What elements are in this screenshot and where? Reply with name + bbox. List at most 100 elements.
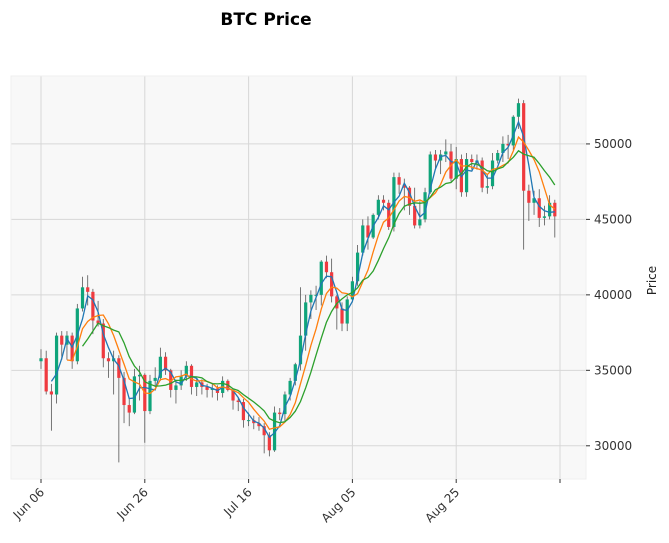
- candle-down: [402, 184, 406, 188]
- moving-average-line: [50, 119, 555, 439]
- candle-down: [340, 308, 344, 324]
- candle-down: [522, 103, 526, 191]
- candle-up: [210, 388, 214, 390]
- candle-up: [304, 302, 308, 336]
- candle-down: [49, 391, 53, 395]
- candle-up: [80, 287, 85, 309]
- candle-up: [148, 380, 152, 412]
- candle-up: [532, 198, 536, 203]
- candle-up: [54, 335, 59, 395]
- candle-down: [480, 160, 484, 188]
- candle-down: [163, 356, 168, 371]
- y-axis-label: Price: [645, 266, 659, 295]
- candle-up: [153, 377, 157, 381]
- candle-up: [350, 281, 355, 300]
- chart-title: BTC Price: [220, 10, 311, 30]
- candle-up: [314, 294, 318, 296]
- candle-up: [283, 394, 287, 415]
- candle-up: [39, 358, 43, 362]
- candle-up: [138, 374, 142, 377]
- candle-down: [267, 435, 271, 451]
- candle-down: [387, 202, 391, 227]
- y-tick-label: 45000: [594, 212, 632, 226]
- candle-up: [195, 382, 199, 387]
- candle-up: [272, 412, 277, 451]
- x-tick-label: Jun 06: [10, 485, 47, 522]
- candle-up: [423, 192, 427, 220]
- x-tick-label: Aug 05: [319, 485, 359, 525]
- candle-down: [470, 159, 474, 163]
- x-tick-label: Jul 16: [220, 485, 254, 519]
- candle-down: [407, 187, 412, 206]
- candle-up: [428, 154, 432, 193]
- candle-down: [231, 389, 235, 401]
- candle-down: [60, 335, 64, 345]
- candle-up: [174, 385, 178, 390]
- candle-up: [542, 216, 547, 218]
- candle-down: [127, 405, 131, 413]
- candle-up: [548, 202, 552, 217]
- candle-down: [330, 272, 334, 297]
- candle-down: [413, 205, 417, 226]
- y-axis: 30000 35000 40000 45000 50000: [586, 137, 632, 453]
- candle-up: [464, 159, 469, 193]
- candle-up: [288, 380, 292, 395]
- candle-down: [324, 261, 329, 273]
- candle-up: [345, 299, 349, 324]
- candle-down: [122, 377, 126, 406]
- candle-up: [132, 376, 137, 413]
- x-axis: Jun 06 Jun 26 Jul 16 Aug 05 Aug 25: [10, 479, 561, 525]
- candle-down: [91, 291, 95, 321]
- candle-up: [319, 261, 323, 295]
- candle-down: [101, 323, 105, 359]
- candle-up: [184, 365, 188, 377]
- moving-average-lines: [50, 119, 556, 439]
- candle-down: [86, 287, 90, 292]
- candle-down: [44, 358, 48, 392]
- candle-down: [262, 426, 266, 436]
- y-tick-label: 40000: [594, 288, 632, 302]
- candle-up: [246, 420, 251, 422]
- candle-down: [257, 423, 261, 427]
- candle-up: [496, 152, 500, 161]
- candle-down: [96, 320, 100, 324]
- candle-up: [376, 199, 380, 215]
- moving-average-line: [66, 135, 556, 430]
- candle-up: [501, 143, 505, 153]
- candle-up: [293, 364, 297, 381]
- x-tick-label: Jun 26: [114, 485, 151, 522]
- candle-up: [309, 294, 313, 303]
- candle-down: [397, 177, 401, 185]
- candle-up: [454, 159, 458, 179]
- candle-down: [537, 198, 541, 218]
- candle-up: [298, 335, 303, 365]
- candle-down: [278, 412, 282, 415]
- candle-down: [106, 358, 111, 362]
- moving-average-line: [81, 149, 556, 424]
- candle-down: [205, 386, 209, 390]
- plot-frame: [10, 75, 587, 480]
- plot-area: [11, 76, 586, 479]
- y-tick-label: 50000: [594, 137, 632, 151]
- candle-up: [490, 160, 495, 187]
- candle-down: [241, 402, 246, 421]
- candle-down: [506, 143, 510, 146]
- candle-up: [444, 151, 448, 155]
- candle-up: [485, 186, 489, 188]
- candle-down: [381, 199, 386, 203]
- candle-down: [527, 190, 531, 203]
- candle-up: [418, 219, 422, 226]
- x-tick-label: Aug 25: [422, 485, 462, 525]
- candle-down: [553, 202, 557, 217]
- candle-up: [516, 103, 521, 117]
- candle-down: [117, 358, 121, 378]
- y-tick-label: 35000: [594, 363, 632, 377]
- candle-down: [169, 370, 173, 390]
- candle-down: [335, 296, 339, 309]
- candle-down: [433, 154, 438, 161]
- candle-up: [361, 225, 365, 253]
- candle-up: [511, 116, 515, 146]
- candle-down: [236, 400, 240, 403]
- y-tick-label: 30000: [594, 439, 632, 453]
